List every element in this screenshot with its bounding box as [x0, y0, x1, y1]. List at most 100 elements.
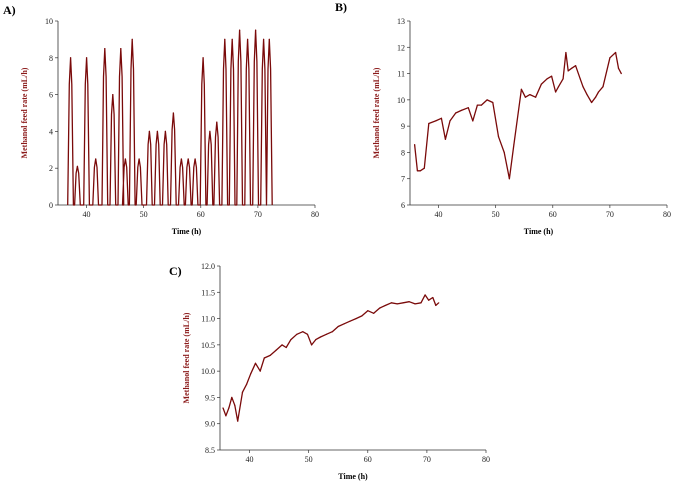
data-point: [567, 70, 569, 72]
y-tick-label: 7: [401, 175, 405, 184]
data-point: [187, 158, 189, 160]
x-tick-label: 70: [423, 455, 431, 464]
data-point: [440, 117, 443, 119]
data-point: [246, 383, 248, 385]
data-point: [120, 48, 122, 50]
data-point: [104, 48, 106, 50]
data-point: [281, 344, 283, 346]
data-point: [428, 299, 430, 301]
data-point: [355, 317, 357, 320]
data-point: [306, 333, 309, 335]
y-tick-label: 13: [397, 17, 405, 26]
data-point: [302, 331, 304, 333]
data-point: [602, 86, 604, 88]
data-point: [384, 304, 387, 307]
y-tick-label: 11.0: [201, 315, 215, 324]
x-tick-label: 40: [246, 455, 254, 464]
data-point: [508, 178, 510, 180]
data-point: [361, 315, 363, 317]
data-point: [480, 104, 482, 106]
data-point: [562, 78, 564, 80]
data-point: [95, 158, 97, 160]
data-point: [76, 165, 79, 167]
series-line: [413, 51, 622, 180]
data-point: [319, 336, 322, 338]
panel-label: A): [3, 3, 16, 17]
y-axis-title: Methanol feed rate (mL/h): [372, 67, 381, 158]
y-tick-label: 12: [397, 43, 405, 52]
data-point: [444, 138, 447, 140]
x-axis-title: Time (h): [172, 227, 202, 236]
data-point: [269, 354, 271, 356]
data-point: [194, 158, 196, 160]
data-point: [520, 88, 522, 90]
data-point: [225, 415, 227, 417]
data-point: [254, 362, 257, 364]
data-point: [586, 94, 588, 96]
data-point: [476, 104, 478, 106]
data-point: [231, 38, 233, 41]
data-point: [315, 339, 317, 341]
data-point: [555, 91, 557, 93]
x-tick-label: 60: [549, 210, 557, 219]
data-point: [579, 78, 581, 80]
data-point: [416, 170, 419, 172]
data-point: [408, 301, 410, 303]
data-point: [131, 38, 133, 41]
data-point: [237, 420, 239, 422]
series-line: [67, 29, 273, 206]
data-point: [524, 96, 526, 98]
data-point: [263, 357, 265, 359]
x-tick-label: 80: [663, 210, 671, 219]
data-point: [529, 94, 531, 96]
data-point: [435, 304, 437, 307]
y-tick-label: 10.0: [201, 367, 215, 376]
y-tick-label: 12.0: [201, 262, 215, 271]
data-point: [216, 121, 218, 123]
x-tick-label: 50: [140, 210, 148, 219]
data-point: [241, 391, 244, 393]
data-point: [367, 310, 369, 312]
data-point: [617, 67, 620, 69]
data-point: [138, 158, 140, 160]
data-point: [164, 130, 166, 132]
y-tick-label: 6: [49, 91, 53, 100]
data-point: [180, 158, 182, 160]
data-point: [557, 86, 560, 88]
x-tick-label: 60: [197, 210, 205, 219]
y-tick-label: 4: [49, 127, 53, 136]
data-point: [296, 333, 298, 335]
x-tick-label: 50: [492, 210, 500, 219]
y-tick-label: 8: [49, 54, 53, 63]
data-point: [124, 158, 126, 160]
x-tick-label: 80: [482, 455, 490, 464]
data-point: [112, 94, 114, 96]
data-point: [228, 407, 230, 409]
data-point: [565, 51, 567, 54]
data-point: [325, 333, 327, 335]
x-axis-title: Time (h): [338, 472, 368, 481]
data-point: [449, 120, 451, 122]
data-point: [349, 320, 351, 322]
data-point: [575, 65, 577, 67]
data-point: [69, 57, 72, 59]
y-tick-label: 6: [401, 201, 405, 210]
data-point: [486, 99, 488, 101]
data-point: [571, 67, 573, 69]
data-point: [540, 83, 542, 85]
data-point: [503, 151, 505, 154]
data-point: [343, 323, 345, 325]
data-point: [419, 170, 421, 172]
y-tick-label: 10: [397, 96, 405, 105]
data-point: [435, 120, 437, 122]
chart-panel-1: A) 40 50 60 70 80 0 2 4 6 8 10 Time (h) Methanol feed…: [3, 3, 319, 236]
data-point: [551, 75, 553, 77]
y-tick-label: 2: [49, 164, 53, 173]
x-tick-label: 70: [254, 210, 262, 219]
data-point: [259, 370, 261, 372]
data-point: [420, 302, 422, 304]
x-tick-label: 50: [305, 455, 313, 464]
data-point: [620, 72, 622, 75]
data-point: [172, 112, 174, 114]
